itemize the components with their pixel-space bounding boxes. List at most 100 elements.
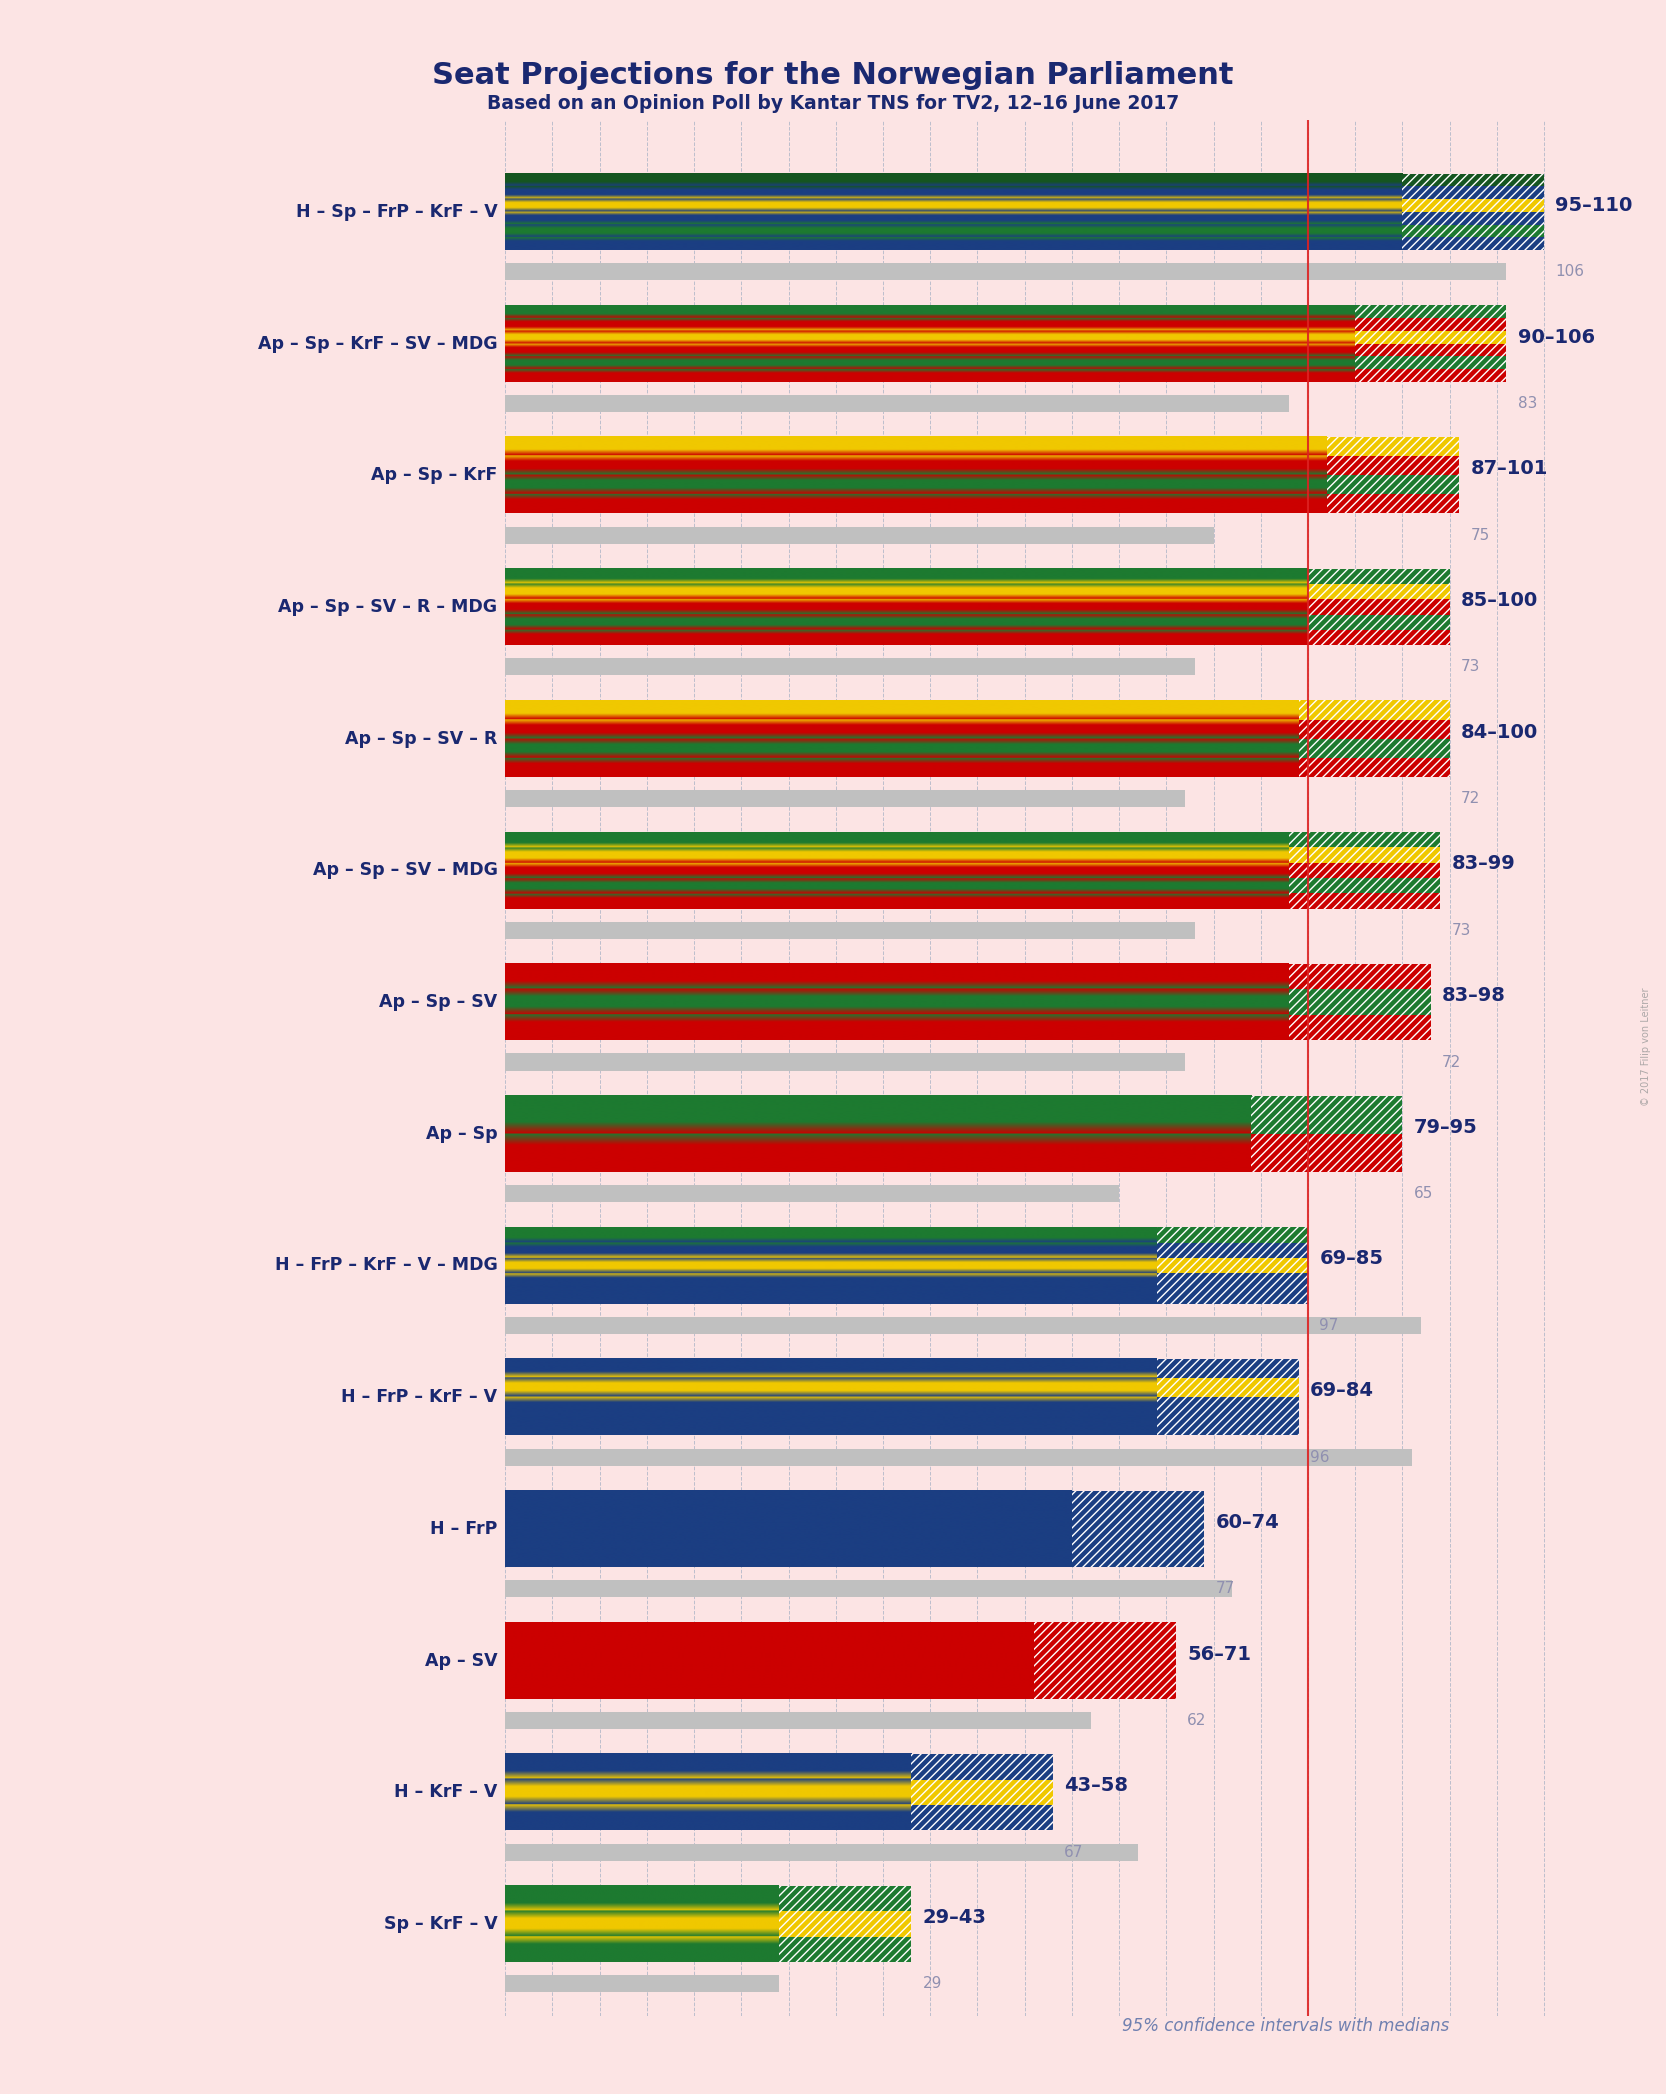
Text: Ap – Sp – KrF: Ap – Sp – KrF [372, 467, 498, 484]
Text: 75: 75 [1471, 528, 1489, 542]
Text: 56–71: 56–71 [1188, 1644, 1251, 1663]
Text: 62: 62 [1188, 1713, 1206, 1728]
Bar [780, 1912, 911, 1937]
Bar [505, 264, 1506, 281]
Text: 95% confidence intervals with medians: 95% confidence intervals with medians [1123, 2017, 1449, 2035]
Bar [1308, 630, 1449, 645]
Text: H – KrF – V: H – KrF – V [395, 1784, 498, 1801]
Bar [1308, 616, 1449, 630]
Bar [1308, 584, 1449, 599]
Text: Seat Projections for the Norwegian Parliament: Seat Projections for the Norwegian Parli… [431, 61, 1235, 90]
Text: Based on an Opinion Poll by Kantar TNS for TV2, 12–16 June 2017: Based on an Opinion Poll by Kantar TNS f… [486, 94, 1180, 113]
Bar [1403, 224, 1544, 237]
Text: H – Sp – FrP – KrF – V: H – Sp – FrP – KrF – V [297, 203, 498, 220]
Bar [1289, 1016, 1431, 1041]
Bar [1298, 739, 1449, 758]
Text: 84–100: 84–100 [1461, 722, 1538, 741]
Bar [1156, 1273, 1308, 1288]
Text: 29: 29 [923, 1977, 941, 1991]
Bar [505, 1843, 1138, 1862]
Bar [1289, 848, 1439, 863]
Text: 69–84: 69–84 [1309, 1382, 1374, 1401]
Bar [505, 921, 1195, 938]
Bar [1251, 1133, 1403, 1173]
Bar [1156, 1258, 1308, 1273]
Bar [1156, 1359, 1298, 1378]
Bar [1156, 1242, 1308, 1258]
Bar [1071, 1529, 1205, 1566]
Text: 43–58: 43–58 [1065, 1776, 1128, 1795]
Text: 73: 73 [1461, 660, 1481, 674]
Text: 83–98: 83–98 [1443, 986, 1506, 1005]
Bar [1308, 570, 1449, 584]
Text: 85–100: 85–100 [1461, 591, 1538, 609]
Bar [1354, 318, 1506, 331]
Bar [1289, 863, 1439, 877]
Bar [1289, 894, 1439, 909]
Text: 72: 72 [1461, 792, 1479, 806]
Bar [1035, 1661, 1176, 1698]
Bar [1298, 701, 1449, 720]
Bar [1071, 1491, 1205, 1529]
Bar [1403, 199, 1544, 211]
Text: 72: 72 [1443, 1055, 1461, 1070]
Bar [1403, 186, 1544, 199]
Bar [505, 1317, 1421, 1334]
Bar [505, 528, 1213, 544]
Text: Ap – Sp – SV: Ap – Sp – SV [380, 993, 498, 1011]
Text: 95–110: 95–110 [1556, 197, 1633, 216]
Text: Ap – Sp – KrF – SV – MDG: Ap – Sp – KrF – SV – MDG [258, 335, 498, 352]
Bar [1403, 211, 1544, 224]
Bar [1354, 369, 1506, 381]
Bar [505, 1185, 1120, 1202]
Bar [505, 789, 1185, 806]
Bar [505, 1581, 1233, 1598]
Bar [505, 1449, 1411, 1466]
Text: 83–99: 83–99 [1451, 854, 1516, 873]
Bar [780, 1887, 911, 1912]
Bar [1035, 1623, 1176, 1661]
Text: 96: 96 [1309, 1449, 1329, 1464]
Text: 83: 83 [1518, 396, 1538, 410]
Bar [1156, 1416, 1298, 1434]
Text: Sp – KrF – V: Sp – KrF – V [383, 1916, 498, 1933]
Bar [1298, 720, 1449, 739]
Bar [1289, 877, 1439, 894]
Bar [1289, 988, 1431, 1016]
Bar [780, 1937, 911, 1962]
Text: 73: 73 [1451, 923, 1471, 938]
Text: 67: 67 [1065, 1845, 1083, 1859]
Text: 65: 65 [1414, 1185, 1433, 1202]
Bar [1308, 599, 1449, 616]
Bar [505, 658, 1195, 676]
Bar [1156, 1288, 1308, 1305]
Bar [1326, 475, 1459, 494]
Bar [1251, 1095, 1403, 1133]
Text: Ap – Sp – SV – R: Ap – Sp – SV – R [345, 729, 498, 748]
Bar [505, 1053, 1185, 1070]
Text: © 2017 Filip von Leitner: © 2017 Filip von Leitner [1641, 988, 1651, 1106]
Bar [1403, 237, 1544, 249]
Text: 90–106: 90–106 [1518, 327, 1594, 346]
Text: Ap – Sp – SV – MDG: Ap – Sp – SV – MDG [313, 861, 498, 879]
Text: 97: 97 [1319, 1317, 1339, 1334]
Bar [1156, 1227, 1308, 1242]
Bar [1354, 331, 1506, 343]
Bar [1298, 758, 1449, 777]
Bar [1289, 831, 1439, 848]
Bar [911, 1805, 1053, 1830]
Bar [1354, 306, 1506, 318]
Bar [1403, 174, 1544, 186]
Text: 60–74: 60–74 [1216, 1512, 1279, 1533]
Bar [1156, 1378, 1298, 1397]
Bar [911, 1755, 1053, 1780]
Bar [1326, 456, 1459, 475]
Text: 87–101: 87–101 [1471, 459, 1548, 477]
Text: 77: 77 [1216, 1581, 1235, 1596]
Bar [911, 1780, 1053, 1805]
Text: H – FrP – KrF – V: H – FrP – KrF – V [342, 1388, 498, 1407]
Bar [1289, 963, 1431, 988]
Text: Ap – Sp – SV – R – MDG: Ap – Sp – SV – R – MDG [278, 599, 498, 616]
Bar [1156, 1397, 1298, 1416]
Bar [505, 1713, 1091, 1730]
